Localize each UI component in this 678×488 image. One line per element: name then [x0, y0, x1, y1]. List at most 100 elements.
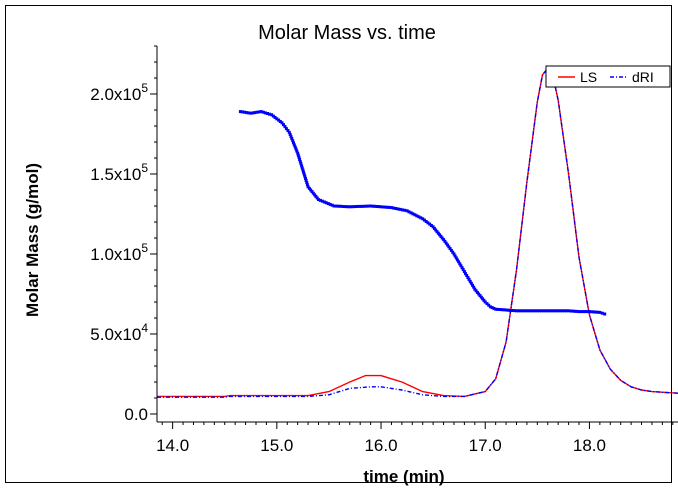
- molar-mass-point: [275, 117, 279, 121]
- molar-mass-point: [287, 130, 291, 134]
- molar-mass-point: [596, 310, 600, 314]
- molar-mass-point: [502, 308, 506, 312]
- molar-mass-point: [278, 120, 282, 123]
- molar-mass-point: [587, 310, 591, 314]
- molar-mass-point: [500, 308, 504, 312]
- molar-mass-point: [352, 205, 356, 209]
- plot-frame: [5, 5, 672, 483]
- molar-mass-point: [449, 248, 453, 252]
- molar-mass-point: [288, 133, 292, 136]
- molar-mass-point: [459, 264, 463, 268]
- molar-mass-point: [394, 207, 398, 210]
- molar-mass-point: [535, 309, 539, 313]
- molar-mass-point: [494, 307, 498, 311]
- molar-mass-point: [546, 309, 550, 313]
- x-tick-label: 15.0: [260, 436, 293, 455]
- molar-mass-point: [411, 212, 415, 216]
- molar-mass-point: [452, 252, 456, 256]
- molar-mass-point: [271, 114, 275, 118]
- molar-mass-point: [496, 307, 500, 311]
- molar-mass-point: [512, 309, 516, 313]
- y-tick-label: 1.5x105: [90, 161, 148, 184]
- molar-mass-point: [455, 258, 459, 262]
- molar-mass-point: [432, 226, 436, 230]
- molar-mass-point: [385, 205, 389, 209]
- molar-mass-point: [579, 310, 583, 314]
- molar-mass-point: [299, 162, 303, 166]
- molar-mass-point: [263, 111, 267, 115]
- molar-mass-point: [519, 309, 523, 313]
- molar-mass-point: [422, 218, 426, 222]
- molar-mass-point: [290, 137, 294, 141]
- molar-mass-point: [315, 196, 319, 200]
- molar-mass-point: [283, 125, 287, 129]
- molar-mass-point: [251, 111, 255, 115]
- molar-mass-point: [314, 194, 318, 198]
- molar-mass-point: [313, 193, 317, 197]
- molar-mass-point: [424, 220, 428, 223]
- molar-mass-point: [300, 164, 304, 168]
- molar-mass-point: [330, 203, 334, 207]
- molar-mass-point: [377, 205, 381, 209]
- molar-mass-point: [464, 272, 467, 276]
- molar-mass-point: [537, 309, 541, 313]
- molar-mass-point: [471, 283, 474, 287]
- molar-mass-point: [398, 207, 402, 211]
- molar-mass-point: [448, 247, 452, 251]
- molar-mass-point: [273, 116, 277, 119]
- x-axis-title: time (min): [363, 467, 444, 486]
- molar-mass-point: [466, 276, 470, 279]
- molar-mass-point: [458, 262, 462, 266]
- molar-mass-point: [390, 206, 393, 210]
- molar-mass-point: [436, 231, 440, 235]
- molar-mass-point: [440, 236, 444, 240]
- molar-mass-point: [460, 266, 464, 270]
- molar-mass-point: [282, 123, 285, 127]
- molar-mass-point: [510, 309, 514, 312]
- molar-mass-point: [473, 287, 477, 291]
- molar-mass-point: [291, 139, 295, 143]
- molar-mass-point: [453, 254, 457, 258]
- molar-mass-point: [346, 205, 349, 209]
- legend-label-ls: LS: [580, 69, 597, 85]
- molar-mass-point: [348, 205, 352, 209]
- molar-mass-point: [442, 238, 446, 242]
- molar-mass-point: [322, 200, 326, 204]
- molar-mass-point: [357, 204, 361, 208]
- molar-mass-point: [594, 310, 598, 314]
- molar-mass-point: [293, 145, 297, 149]
- y-tick-label: 5.0x104: [90, 321, 148, 344]
- molar-mass-point: [409, 211, 413, 215]
- molar-mass-point: [462, 270, 466, 274]
- y-tick-label: 0.0: [124, 405, 148, 424]
- legend: LS dRI: [545, 65, 671, 88]
- molar-mass-point: [451, 250, 455, 254]
- molar-mass-point: [478, 294, 482, 298]
- molar-mass-point: [479, 295, 483, 299]
- molar-mass-point: [472, 285, 476, 289]
- molar-mass-point: [444, 241, 448, 245]
- molar-mass-point: [392, 206, 396, 210]
- molar-mass-point: [324, 201, 328, 205]
- molar-mass-point: [533, 309, 537, 313]
- molar-mass-point: [542, 309, 546, 313]
- molar-mass-point: [320, 199, 324, 203]
- molar-mass-point: [482, 298, 486, 302]
- x-tick-label: 18.0: [573, 436, 606, 455]
- molar-mass-point: [319, 198, 322, 202]
- molar-mass-point: [257, 110, 261, 114]
- molar-mass-point: [387, 205, 391, 209]
- molar-mass-point: [603, 312, 607, 316]
- molar-mass-point: [247, 111, 251, 115]
- molar-mass-point: [504, 308, 508, 312]
- chart-title: Molar Mass vs. time: [258, 22, 436, 44]
- molar-mass-point: [249, 111, 253, 115]
- molar-mass-point: [298, 160, 302, 164]
- molar-mass-point: [296, 153, 300, 157]
- molar-mass-point: [417, 215, 421, 219]
- molar-mass-point: [585, 310, 589, 314]
- series-line-dri: [157, 67, 678, 398]
- molar-mass-point: [292, 143, 296, 147]
- series-line-ls: [157, 67, 678, 398]
- molar-mass-point: [341, 205, 345, 208]
